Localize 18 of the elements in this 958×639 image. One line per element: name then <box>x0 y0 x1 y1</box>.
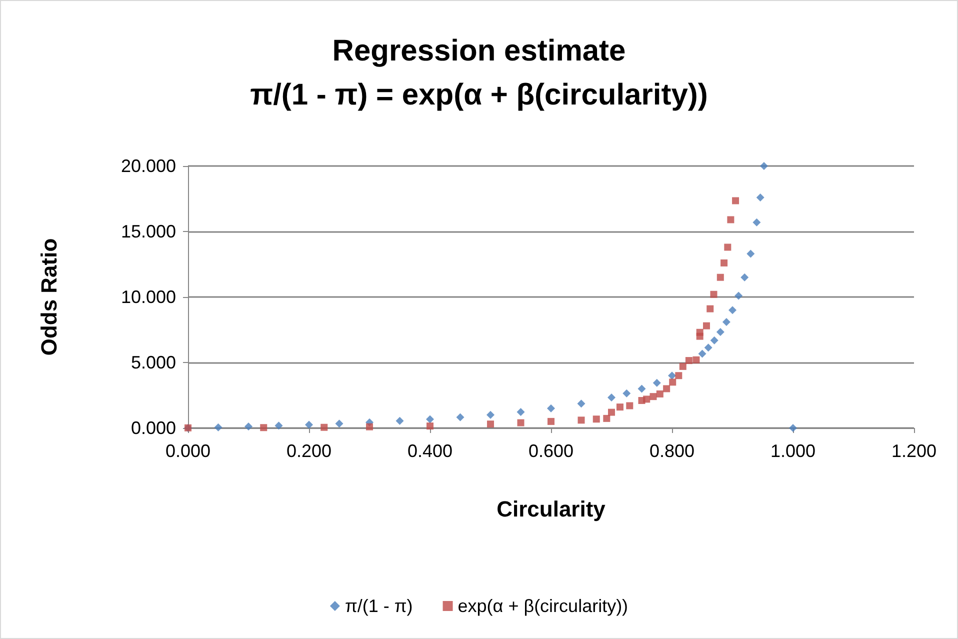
chart-subtitle: π/(1 - π) = exp(α + β(circularity)) <box>250 78 708 112</box>
x-tick-label: 0.600 <box>528 441 574 461</box>
y-tick-label: 0.000 <box>130 418 176 438</box>
y-axis-title: Odds Ratio <box>36 238 62 356</box>
x-tick-label: 0.800 <box>649 441 695 461</box>
x-tick-label: 0.200 <box>286 441 332 461</box>
legend-label: π/(1 - π) <box>344 596 413 616</box>
y-tick-label: 5.000 <box>130 352 176 372</box>
y-tick-label: 15.000 <box>120 222 176 242</box>
chart-title: Regression estimate <box>332 34 626 68</box>
y-tick-label: 20.000 <box>120 156 176 176</box>
x-tick-label: 1.200 <box>891 441 937 461</box>
legend-label: exp(α + β(circularity)) <box>458 596 628 616</box>
x-tick-label: 0.400 <box>407 441 453 461</box>
x-tick-label: 1.000 <box>770 441 816 461</box>
y-tick-label: 10.000 <box>120 287 176 307</box>
x-axis-title: Circularity <box>496 496 606 522</box>
x-tick-label: 0.000 <box>165 441 211 461</box>
